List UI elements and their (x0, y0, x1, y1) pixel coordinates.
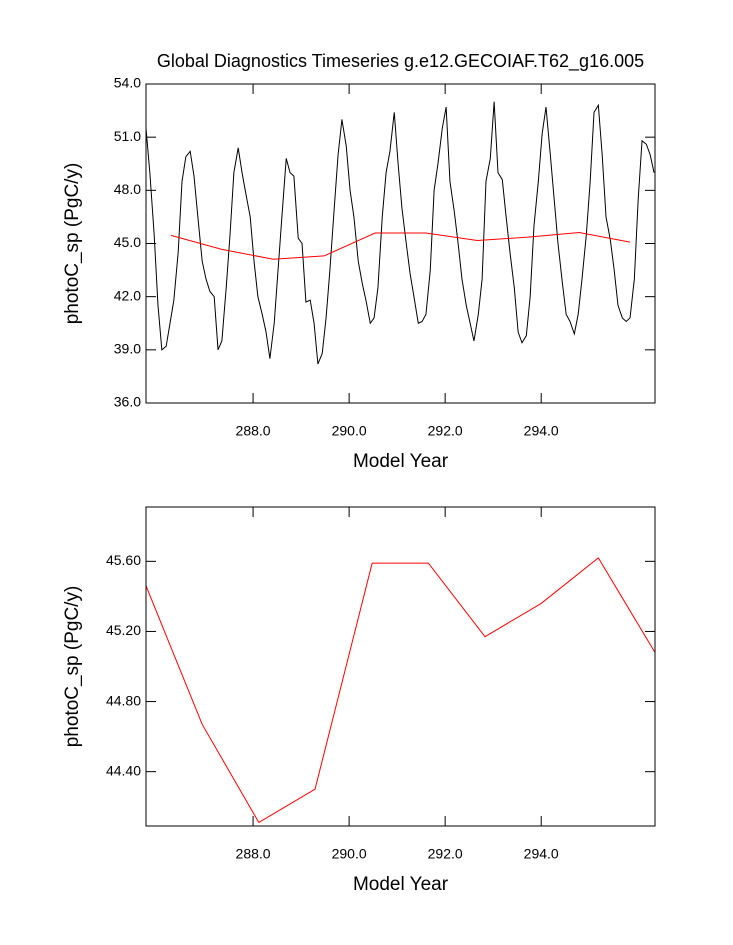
y-tick-label: 39.0 (114, 341, 141, 357)
y-tick-label: 44.40 (106, 762, 141, 778)
series-line (170, 232, 631, 260)
y-axis-title: photoC_sp (PgC/y) (62, 163, 83, 325)
series-line (145, 557, 656, 824)
plot-frame (145, 83, 656, 404)
y-tick-label: 48.0 (114, 181, 141, 197)
plot-frame (145, 506, 656, 827)
y-tick-label: 45.20 (106, 622, 141, 638)
x-axis-title: Model Year (353, 874, 449, 895)
y-tick-label: 45.60 (106, 552, 141, 568)
y-tick-label: 36.0 (114, 394, 141, 410)
y-tick-label: 42.0 (114, 287, 141, 303)
x-tick-label: 294.0 (524, 846, 559, 862)
x-tick-label: 288.0 (236, 846, 271, 862)
y-tick-label: 44.80 (106, 692, 141, 708)
x-tick-label: 290.0 (332, 846, 367, 862)
chart-title: Global Diagnostics Timeseries g.e12.GECO… (157, 51, 644, 72)
x-tick-label: 288.0 (236, 423, 271, 439)
x-tick-label: 292.0 (428, 846, 463, 862)
x-axis-title: Model Year (353, 451, 449, 472)
y-tick-label: 54.0 (114, 75, 141, 91)
y-tick-label: 45.0 (114, 234, 141, 250)
x-tick-label: 292.0 (428, 423, 463, 439)
series-line (145, 101, 655, 365)
x-tick-label: 294.0 (524, 423, 559, 439)
y-axis-title: photoC_sp (PgC/y) (62, 586, 83, 748)
x-tick-label: 290.0 (332, 423, 367, 439)
y-tick-label: 51.0 (114, 128, 141, 144)
